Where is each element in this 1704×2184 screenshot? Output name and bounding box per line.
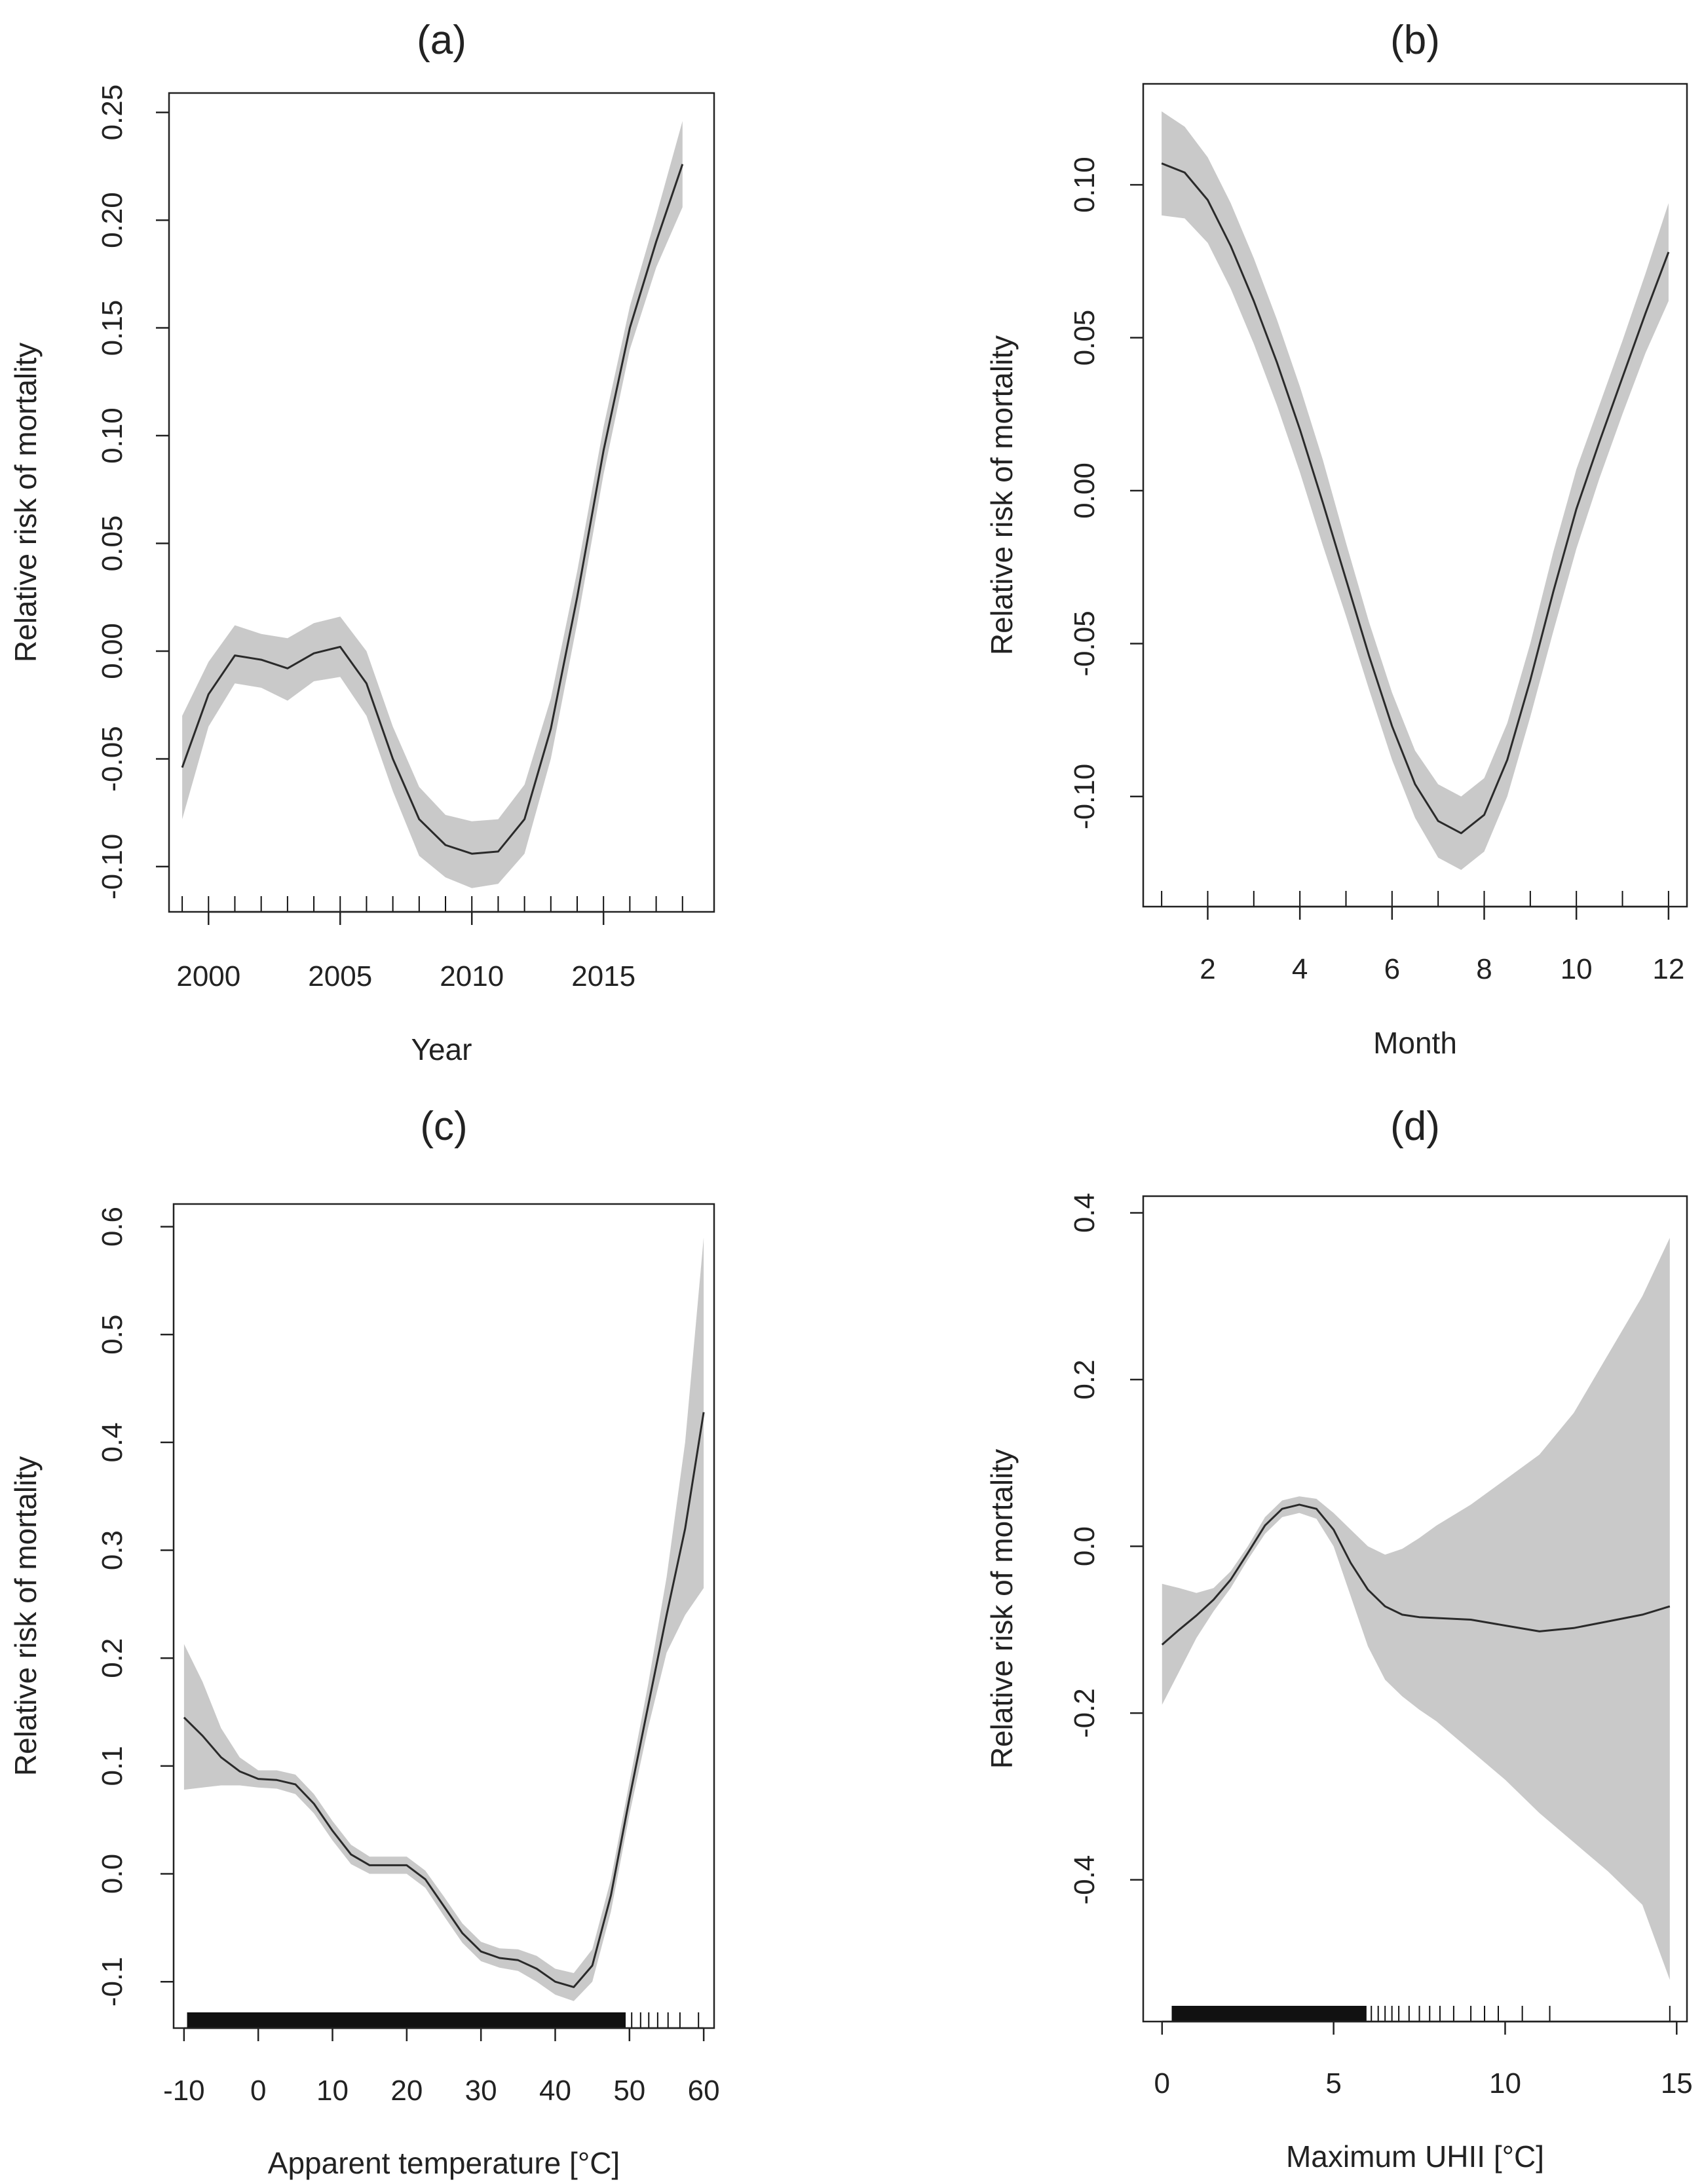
x-axis-title: Apparent temperature [°C] xyxy=(268,2146,620,2180)
y-tick-label: 0.15 xyxy=(96,300,128,356)
smooth-effect-line xyxy=(1161,162,1670,835)
y-tick-label: 0.05 xyxy=(96,516,128,572)
x-tick-label: 2015 xyxy=(571,960,635,992)
panel-a: 2000 2005 2010 2015 -0.10 -0.05 0.00 0.05 0.10 0.… xyxy=(9,18,715,1066)
x-tick-label: 8 xyxy=(1476,953,1492,985)
x-tick-label: 60 xyxy=(688,2075,720,2107)
x-tick-label: 20 xyxy=(390,2075,423,2107)
smooth-effect-line xyxy=(181,164,684,855)
rug-dense-block xyxy=(1172,2006,1366,2022)
panel-title: (c) xyxy=(420,1104,467,1149)
confidence-band xyxy=(183,1237,704,2001)
y-tick-label: 0.0 xyxy=(1069,1526,1101,1566)
rug-plot xyxy=(187,2012,700,2028)
x-axis-title: Maximum UHII [°C] xyxy=(1286,2139,1544,2174)
x-tick-label: 2010 xyxy=(440,960,504,992)
confidence-band xyxy=(1162,1237,1670,1980)
y-axis-title: Relative risk of mortality xyxy=(985,1449,1019,1769)
x-tick-label: 10 xyxy=(1561,953,1593,985)
x-tick-label: 15 xyxy=(1661,2067,1693,2099)
x-tick-label: 5 xyxy=(1325,2067,1341,2099)
y-axis-title: Relative risk of mortality xyxy=(985,335,1019,655)
y-tick-label: 0.1 xyxy=(96,1746,128,1786)
x-tick-label: 0 xyxy=(250,2075,266,2107)
plot-frame xyxy=(168,92,715,913)
y-tick-label: 0.10 xyxy=(96,407,128,464)
x-tick-label: 0 xyxy=(1154,2067,1170,2099)
confidence-band xyxy=(182,121,683,888)
y-tick-label: 0.6 xyxy=(96,1207,128,1247)
x-axis-title: Month xyxy=(1373,1026,1457,1060)
y-tick-label: 0.2 xyxy=(96,1638,128,1678)
x-tick-label: 40 xyxy=(539,2075,571,2107)
y-tick-label: 0.5 xyxy=(96,1315,128,1355)
y-tick-label: 0.05 xyxy=(1069,310,1101,366)
y-tick-label: -0.2 xyxy=(1069,1688,1101,1738)
x-axis-title: Year xyxy=(411,1032,472,1066)
y-tick-label: 0.20 xyxy=(96,192,128,248)
x-tick-label: 4 xyxy=(1292,953,1308,985)
x-tick-label: 10 xyxy=(1489,2067,1521,2099)
rug-dense-block xyxy=(187,2012,626,2028)
y-tick-label: -0.10 xyxy=(1069,764,1101,829)
y-tick-label: 0.0 xyxy=(96,1854,128,1894)
x-tick-label: 2 xyxy=(1200,953,1215,985)
y-tick-label: -0.05 xyxy=(96,726,128,791)
x-tick-label: 6 xyxy=(1384,953,1400,985)
x-tick-label: 12 xyxy=(1652,953,1684,985)
panel-d: 0 5 10 15 -0.4 -0.2 0.0 0.2 0.4 (d) Maximum UHII [… xyxy=(985,1104,1693,2174)
panel-title: (d) xyxy=(1390,1104,1440,1149)
y-tick-label: 0.25 xyxy=(96,85,128,141)
panel-b: 2 4 6 8 10 12 -0.10 -0.05 0.00 0.05 0.10 (b) Month Re… xyxy=(985,18,1688,1060)
rug-plot xyxy=(1171,2006,1671,2022)
y-tick-label: 0.4 xyxy=(96,1422,128,1462)
y-tick-label: 0.2 xyxy=(1069,1359,1101,1399)
x-tick-label: 50 xyxy=(613,2075,645,2107)
x-tick-label: 30 xyxy=(465,2075,497,2107)
y-axis-title: Relative risk of mortality xyxy=(9,343,43,662)
y-axis-title: Relative risk of mortality xyxy=(9,1456,43,1776)
rug-plot xyxy=(181,896,683,912)
y-tick-label: -0.4 xyxy=(1069,1855,1101,1905)
panel-c: -10 0 10 20 30 40 50 60 -0.1 0.0 0.1 0.2 0.3 0.4 0.5 0.… xyxy=(9,1104,720,2180)
y-tick-label: 0.00 xyxy=(96,623,128,679)
x-tick-label: -10 xyxy=(163,2075,205,2107)
rug-plot xyxy=(1161,891,1669,907)
y-tick-label: 0.10 xyxy=(1069,157,1101,213)
confidence-band xyxy=(1162,111,1669,870)
y-tick-label: 0.00 xyxy=(1069,462,1101,519)
y-tick-label: -0.10 xyxy=(96,834,128,899)
x-tick-label: 2000 xyxy=(176,960,240,992)
y-tick-label: 0.4 xyxy=(1069,1193,1101,1233)
panel-title: (a) xyxy=(417,18,466,63)
y-tick-label: -0.1 xyxy=(96,1957,128,2006)
x-tick-label: 2005 xyxy=(308,960,372,992)
y-tick-label: 0.3 xyxy=(96,1530,128,1570)
y-tick-label: -0.05 xyxy=(1069,611,1101,676)
smooth-effect-line xyxy=(183,1412,705,1988)
x-tick-label: 10 xyxy=(316,2075,349,2107)
panel-title: (b) xyxy=(1390,18,1440,63)
smooth-effect-line xyxy=(1161,1503,1671,1646)
